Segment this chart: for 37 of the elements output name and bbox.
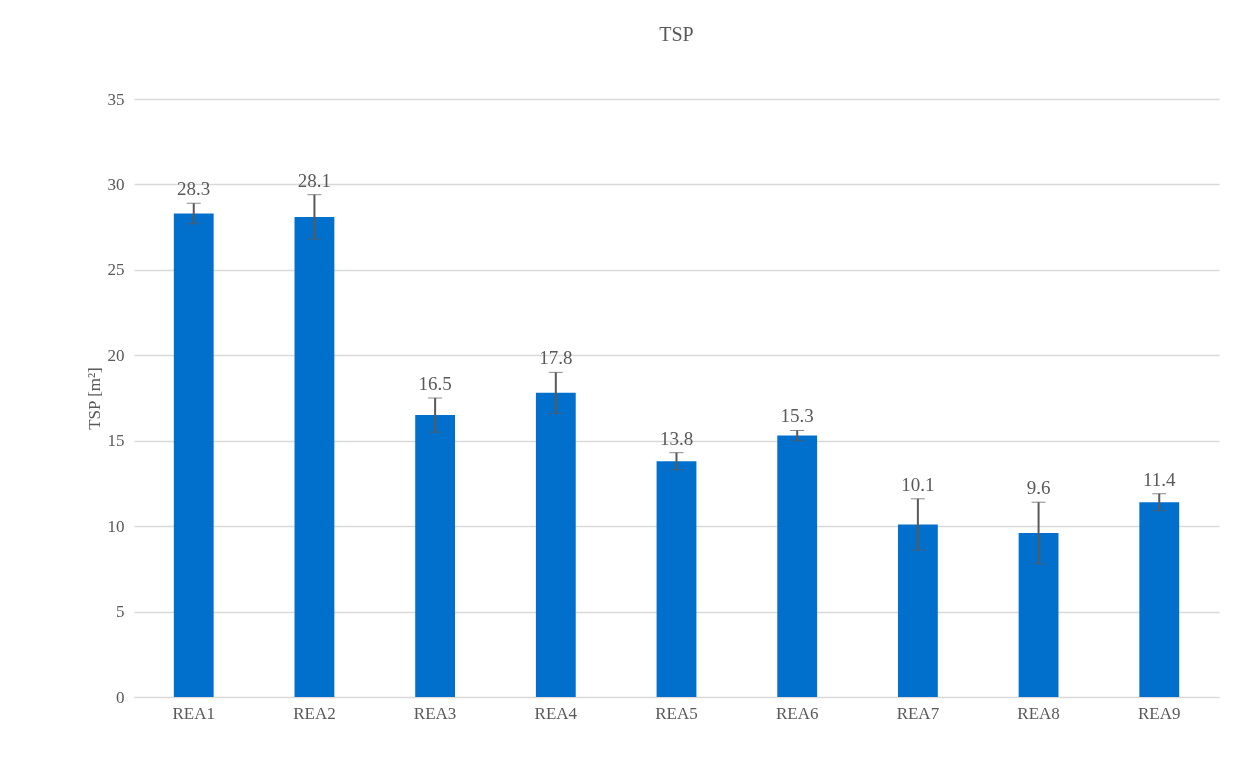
data-label: 9.6 [1026,477,1051,499]
data-label: 16.5 [418,373,452,394]
data-label: 13.8 [659,427,694,449]
y-tick-label: 35 [107,89,125,109]
bar [656,461,697,697]
y-tick-label: 10 [107,516,125,536]
bar [294,216,335,697]
bar [415,415,456,697]
data-label: 28.3 [177,178,211,200]
y-tick-label: 20 [107,345,125,365]
data-label: 17.8 [539,347,573,369]
bar [777,435,818,697]
x-tick-label: REA8 [1017,703,1060,723]
x-tick-label: REA9 [1138,703,1181,723]
bar [897,524,938,697]
x-tick-label: REA5 [655,703,698,723]
x-tick-label: REA2 [293,703,336,723]
x-tick-label: REA7 [896,703,940,723]
data-label: 11.4 [1142,468,1177,490]
x-tick-label: REA1 [172,703,215,723]
data-label: 10.1 [901,473,935,495]
x-tick-label: REA4 [534,703,578,723]
y-tick-label: 15 [107,431,125,451]
bar [1139,502,1180,697]
x-tick-label: REA6 [775,703,819,723]
y-tick-label: 5 [116,602,125,622]
bar [535,392,576,697]
bar [1018,532,1059,697]
data-label: 28.1 [297,169,332,191]
data-label: 15.3 [780,405,814,427]
y-tick-label: 30 [107,174,125,194]
y-tick-label: 0 [116,687,125,707]
x-tick-label: REA3 [413,703,457,723]
y-axis-title: TSP [m²] [84,367,104,430]
y-tick-label: 25 [107,260,125,280]
bar [173,213,214,697]
chart-title: TSP [659,23,694,45]
